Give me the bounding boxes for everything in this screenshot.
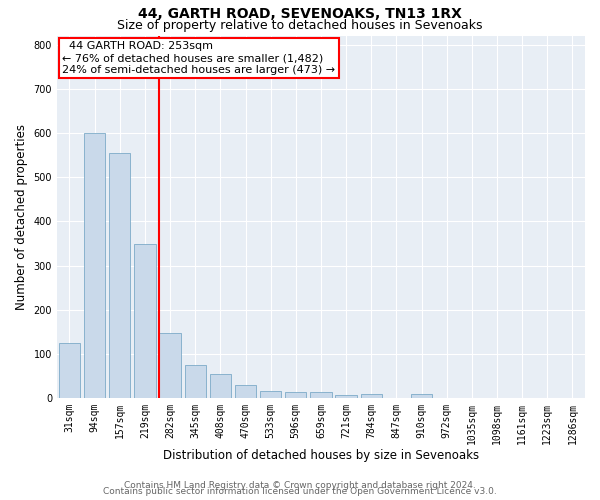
Bar [335,395,357,398]
Bar [285,392,307,398]
Bar [84,133,106,398]
Text: Contains HM Land Registry data © Crown copyright and database right 2024.: Contains HM Land Registry data © Crown c… [124,481,476,490]
X-axis label: Distribution of detached houses by size in Sevenoaks: Distribution of detached houses by size … [163,450,479,462]
Bar [235,384,256,398]
Bar [185,365,206,398]
Bar [260,392,281,398]
Bar [209,374,231,398]
Text: 44 GARTH ROAD: 253sqm
← 76% of detached houses are smaller (1,482)
24% of semi-d: 44 GARTH ROAD: 253sqm ← 76% of detached … [62,42,335,74]
Bar [310,392,332,398]
Y-axis label: Number of detached properties: Number of detached properties [15,124,28,310]
Bar [361,394,382,398]
Bar [411,394,432,398]
Bar [160,332,181,398]
Text: Contains public sector information licensed under the Open Government Licence v3: Contains public sector information licen… [103,488,497,496]
Bar [59,343,80,398]
Text: 44, GARTH ROAD, SEVENOAKS, TN13 1RX: 44, GARTH ROAD, SEVENOAKS, TN13 1RX [138,8,462,22]
Text: Size of property relative to detached houses in Sevenoaks: Size of property relative to detached ho… [117,18,483,32]
Bar [134,244,155,398]
Bar [109,153,130,398]
